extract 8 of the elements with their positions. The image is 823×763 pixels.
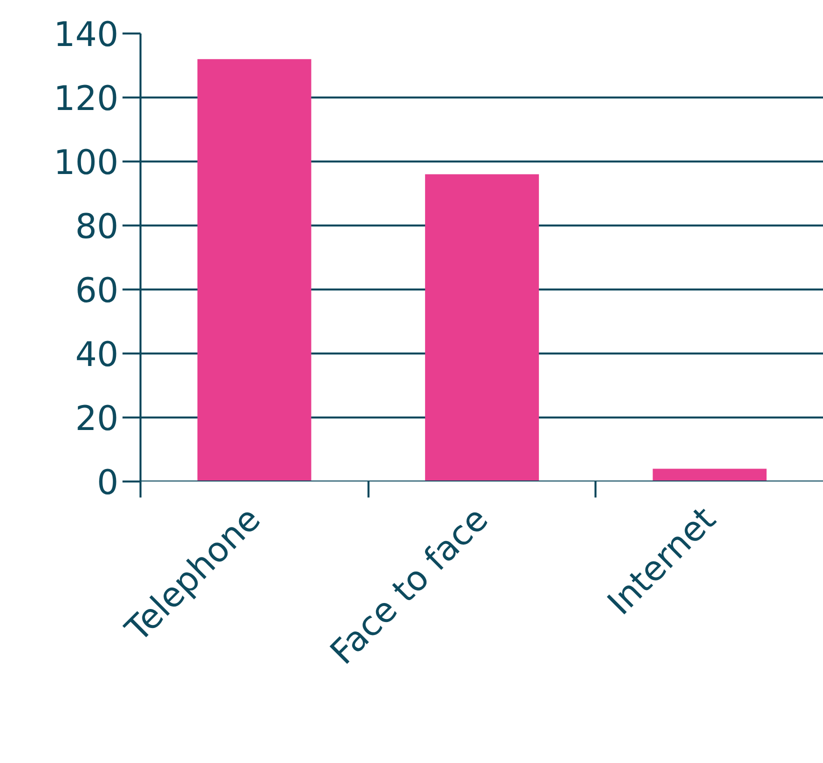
y-tick-label: 60 [75, 271, 118, 311]
y-tick-label: 0 [96, 463, 119, 503]
y-tick-label: 100 [54, 143, 119, 183]
y-tick-label: 140 [54, 15, 119, 55]
y-tick-label: 80 [75, 207, 118, 247]
y-tick-label: 40 [75, 335, 118, 375]
y-tick-label: 20 [75, 399, 118, 439]
y-tick-label: 120 [54, 79, 119, 119]
